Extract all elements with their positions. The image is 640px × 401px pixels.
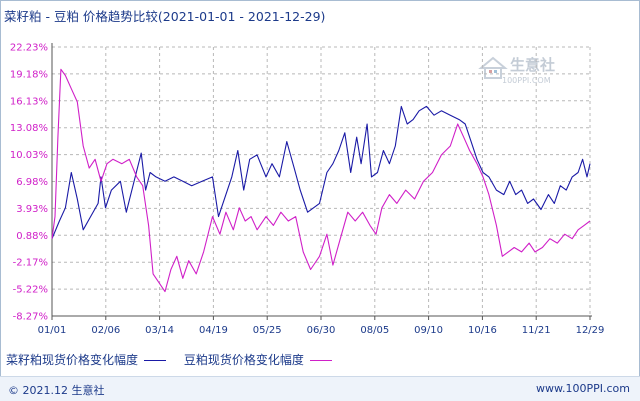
- series-layer: [51, 68, 591, 293]
- footer: © 2021.12 生意社 www.100PPI.com: [0, 376, 640, 401]
- y-tick-label: 13.08%: [10, 123, 48, 134]
- legend-swatch-series1: [144, 360, 167, 361]
- axes: [51, 43, 592, 320]
- x-tick-label: 10/16: [468, 325, 497, 336]
- x-tick-label: 02/06: [91, 325, 120, 336]
- x-tick-label: 06/30: [307, 325, 336, 336]
- y-tick-label: -8.27%: [13, 312, 48, 323]
- watermark: 生意社 100PPI.COM: [478, 54, 578, 94]
- tick-labels: 22.23% 19.18% 16.13% 13.08% 10.03% 6.98% 3.93%…: [10, 43, 605, 337]
- series-line-2: [51, 68, 591, 293]
- y-tick-label: -2.17%: [13, 258, 48, 269]
- series-line-1: [51, 105, 591, 239]
- x-tick-label: 05/25: [253, 325, 282, 336]
- legend-swatch-series2: [309, 360, 332, 361]
- y-tick-label: 10.03%: [10, 150, 48, 161]
- x-tick-label: 11/21: [522, 325, 551, 336]
- footer-copyright: © 2021.12 生意社: [8, 384, 105, 397]
- footer-website-link[interactable]: www.100PPI.com: [536, 382, 630, 395]
- legend-item-series2: 豆粕现货价格变化幅度: [184, 351, 332, 368]
- x-tick-label: 08/05: [360, 325, 389, 336]
- watermark-url: 100PPI.COM: [502, 76, 551, 85]
- x-tick-label: 03/14: [145, 325, 174, 336]
- y-tick-label: 6.98%: [16, 177, 48, 188]
- y-tick-label: -5.22%: [13, 285, 48, 296]
- x-tick-label: 04/19: [199, 325, 228, 336]
- y-tick-label: 19.18%: [10, 69, 48, 80]
- y-tick-label: 22.23%: [10, 43, 48, 54]
- y-tick-label: 16.13%: [10, 96, 48, 107]
- x-tick-label: 01/01: [38, 325, 67, 336]
- y-tick-label: 3.93%: [16, 204, 48, 215]
- y-tick-label: 0.88%: [16, 231, 48, 242]
- watermark-brand: 生意社: [510, 56, 556, 74]
- chart-title: 菜籽粕 - 豆粕 价格趋势比较(2021-01-01 - 2021-12-29): [4, 9, 326, 24]
- x-tick-label: 12/29: [576, 325, 605, 336]
- legend: 菜籽粕现货价格变化幅度 豆粕现货价格变化幅度: [6, 351, 346, 368]
- watermark-logo-icon: [478, 56, 508, 79]
- legend-label-series2: 豆粕现货价格变化幅度: [183, 353, 304, 367]
- legend-item-series1: 菜籽粕现货价格变化幅度: [6, 351, 167, 368]
- legend-label-series1: 菜籽粕现货价格变化幅度: [6, 353, 139, 367]
- x-tick-label: 09/10: [414, 325, 443, 336]
